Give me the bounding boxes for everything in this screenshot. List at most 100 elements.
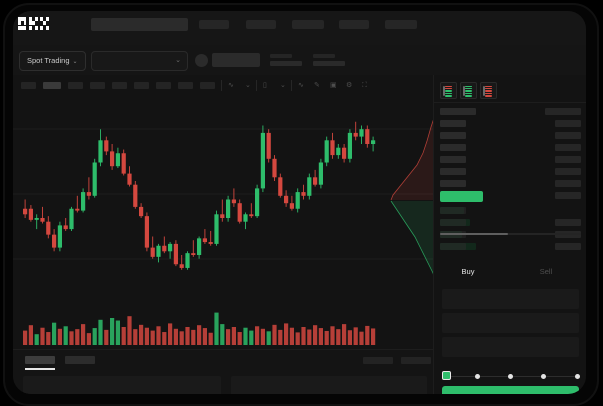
orderbook-bid-price[interactable] [440,243,466,250]
stat-last-price [270,54,302,66]
stat-last-price-label [270,54,292,58]
tf-4h[interactable] [112,82,127,89]
place-buy-order-button[interactable] [442,386,579,394]
orderbook-ask-amount[interactable] [555,168,581,175]
order-book-scroll-thumb[interactable] [440,233,508,235]
tab-open-orders[interactable] [25,356,55,364]
order-book-depth-chart [389,101,439,301]
depth-chart-svg [390,101,439,298]
camera-icon[interactable]: ▣ [330,82,337,89]
spot-trading-dropdown[interactable]: Spot Trading ⌄ [19,51,86,71]
tab-sell[interactable]: Sell [539,267,553,276]
orderbook-ask-amount[interactable] [555,180,581,187]
chart-type-chevron-icon[interactable]: ⌄ [280,82,286,89]
orderbook-ask-price[interactable] [440,132,466,139]
slider-node-50[interactable] [508,374,513,379]
stat-24h-change [313,54,345,66]
orderbook-ask-price[interactable] [440,180,466,187]
order-book-scroll-track[interactable] [440,233,581,235]
orderbook-ask-amount[interactable] [555,156,581,163]
price-chart[interactable] [13,97,433,349]
tf-1w[interactable] [156,82,171,89]
order-price-field[interactable] [442,289,579,309]
assets-card[interactable] [23,376,221,394]
tab-buy[interactable]: Buy [461,267,475,276]
tf-5m[interactable] [43,82,61,89]
trading-pair-select[interactable]: ⌄ [91,51,188,71]
order-total-field[interactable] [442,337,579,357]
tf-1m[interactable] [21,82,36,89]
indicators-chevron-icon[interactable]: ⌄ [245,82,251,89]
nav-item-4[interactable] [339,20,369,29]
order-percent-slider-handle[interactable] [442,371,451,380]
toolbar-divider [291,80,292,91]
bottom-action-1[interactable] [363,357,393,364]
orderbook-current-price [440,191,483,202]
stat-24h-change-label [313,54,335,58]
tf-1d[interactable] [134,82,149,89]
stat-24h-change-value [313,61,345,66]
chevron-down-icon: ⌄ [72,59,78,65]
toolbar-divider [221,80,222,91]
global-search-input[interactable] [91,18,188,31]
order-amount-field[interactable] [442,313,579,333]
slider-node-100[interactable] [574,374,580,379]
nav-item-5[interactable] [385,20,417,29]
orderbook-ask-price[interactable] [440,168,466,175]
indicators-icon[interactable]: ∿ [228,82,234,89]
orderbook-bid-amount[interactable] [555,219,581,226]
line-tool-icon[interactable]: ∿ [298,82,304,89]
candlestick-chart-svg [13,121,433,345]
coin-avatar [195,54,208,67]
chart-type-icon[interactable]: ▯ [263,82,267,89]
tf-1mo[interactable] [178,82,193,89]
orderbook-ask-price[interactable] [440,120,466,127]
tf-more[interactable] [200,82,215,89]
nav-item-1[interactable] [199,20,229,29]
top-navigation-bar [13,11,586,45]
nav-item-3[interactable] [292,20,324,29]
order-book-header-divider [434,102,586,103]
chevron-down-icon: ⌄ [175,57,181,64]
bottom-action-2[interactable] [401,357,431,364]
orderbook-bid-price[interactable] [440,219,466,226]
spot-trading-label: Spot Trading [27,56,70,65]
active-tab-underline [25,368,55,370]
order-book-panel: Buy Sell [433,75,586,394]
nav-item-2[interactable] [246,20,276,29]
stat-last-price-value [270,61,302,66]
fullscreen-icon[interactable]: ⛶ [362,82,367,89]
orderbook-mode-both-icon[interactable] [440,82,457,99]
pencil-icon[interactable]: ✎ [314,82,320,89]
orderbook-bid-price[interactable] [440,207,466,214]
orderbook-ask-amount[interactable] [545,108,581,115]
orderbook-mode-asks-icon[interactable] [480,82,497,99]
orderbook-mode-bids-icon[interactable] [460,82,477,99]
volume-series [23,312,376,345]
settings-gear-icon[interactable]: ⚙ [346,82,353,89]
tf-1h[interactable] [90,82,105,89]
tf-15m[interactable] [68,82,83,89]
orderbook-ask-price[interactable] [440,108,476,115]
orderbook-ask-amount[interactable] [555,192,581,199]
trading-pair-label [212,53,260,67]
toolbar-divider [256,80,257,91]
orderbook-ask-amount[interactable] [555,120,581,127]
okx-logo[interactable] [18,17,62,31]
orderbook-bid-amount[interactable] [555,243,581,250]
candlestick-series [23,121,376,270]
market-sub-header: Spot Trading ⌄ ⌄ [13,45,586,109]
orders-bottom-panel [13,349,433,394]
chart-toolbar: ∿ ⌄ ▯ ⌄ ∿ ✎ ▣ ⚙ ⛶ [13,75,433,98]
orderbook-ask-price[interactable] [440,156,466,163]
orderbook-ask-amount[interactable] [555,144,581,151]
orders-card[interactable] [231,376,427,394]
orderbook-ask-amount[interactable] [555,132,581,139]
slider-node-25[interactable] [474,374,480,379]
chart-gridlines [13,128,433,260]
slider-node-75[interactable] [541,374,547,379]
orderbook-ask-price[interactable] [440,144,466,151]
tab-order-history[interactable] [65,356,95,364]
buy-sell-tabs: Buy Sell [434,263,586,285]
